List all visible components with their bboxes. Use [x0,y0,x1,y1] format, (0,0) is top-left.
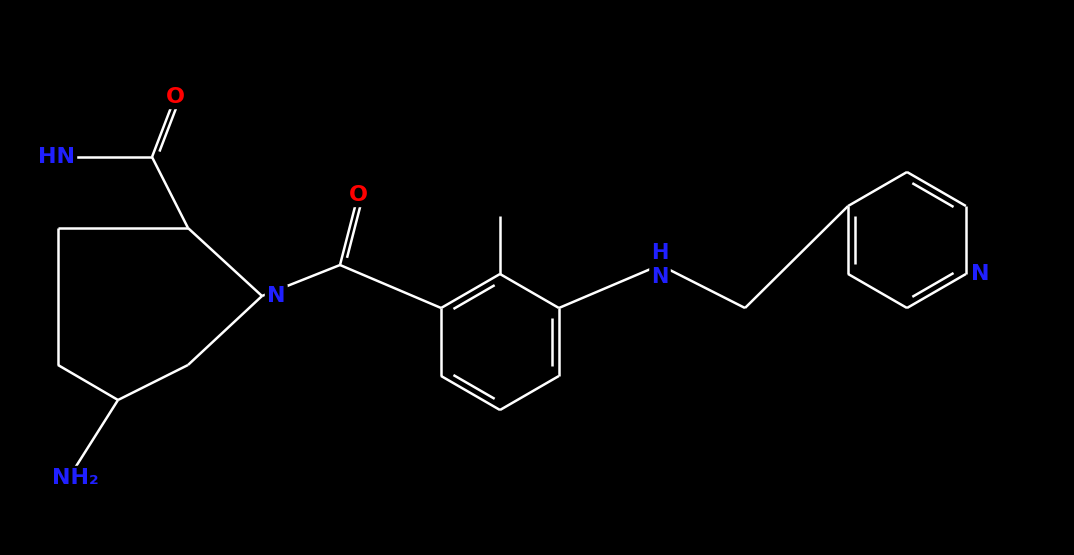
Text: H
N: H N [651,244,669,286]
Text: O: O [348,185,367,205]
Text: NH₂: NH₂ [52,468,99,488]
Text: N: N [267,286,286,306]
Text: N: N [971,264,989,284]
Text: HN: HN [38,147,75,167]
Text: O: O [165,87,185,107]
